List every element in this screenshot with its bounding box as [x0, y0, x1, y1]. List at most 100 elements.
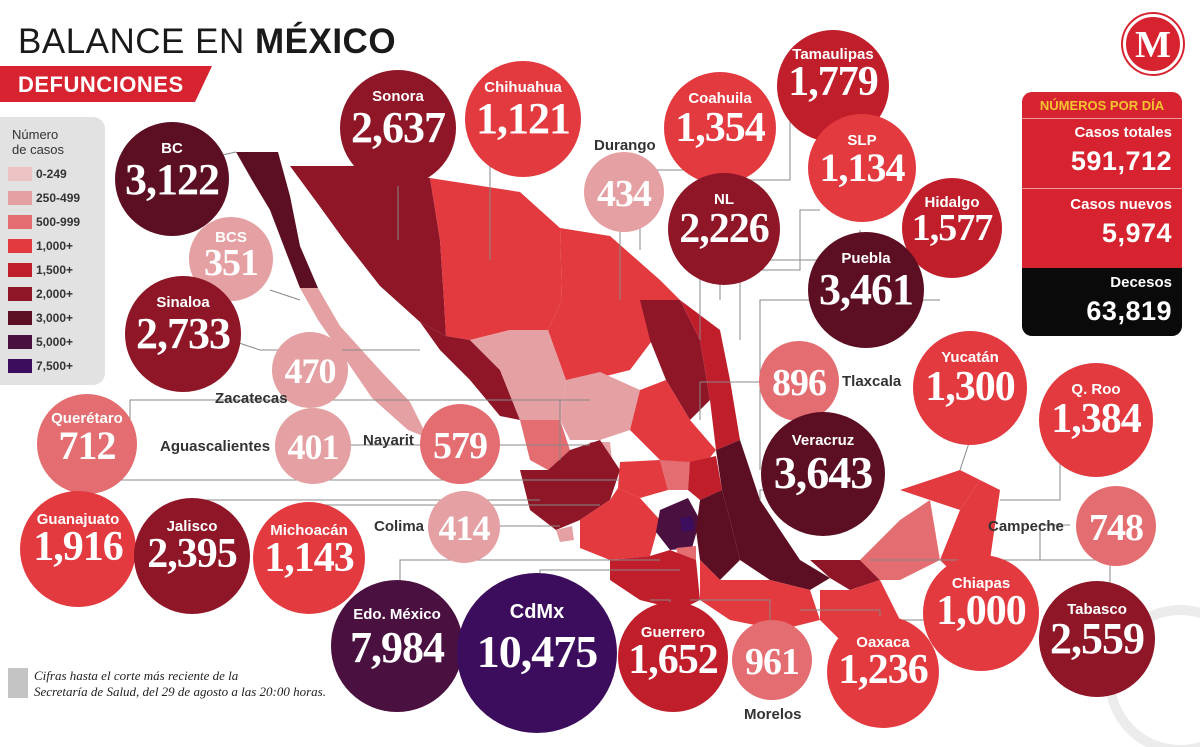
region-guanajuato: [618, 460, 668, 498]
region-jalisco: [520, 440, 620, 530]
state-name: Edo. México: [353, 606, 441, 623]
state-bubble-sinaloa: Sinaloa 2,733: [125, 276, 241, 392]
state-bubble-slp: SLP 1,134: [808, 114, 916, 222]
stats-top: [1022, 92, 1182, 268]
legend-title-line1: Número: [12, 127, 59, 142]
state-name: Querétaro: [51, 410, 123, 427]
state-value: 2,637: [351, 103, 446, 152]
legend-label: 2,000+: [36, 287, 74, 301]
state-value: 1,000: [936, 588, 1027, 634]
footnote-line2: Secretaría de Salud, del 29 de agosto a …: [34, 684, 326, 699]
state-bubble-yucatan: Yucatán 1,300: [913, 331, 1027, 445]
label-campeche: Campeche: [988, 518, 1064, 535]
legend-swatch: [8, 263, 32, 277]
state-name: Guanajuato: [36, 511, 120, 528]
state-bubble-colima: 414: [428, 491, 500, 563]
state-value: 351: [204, 242, 259, 284]
region-slp: [630, 380, 716, 470]
legend-swatch: [8, 215, 32, 229]
legend-item: 5,000+: [8, 333, 73, 351]
label-colima: Colima: [374, 518, 425, 535]
subtitle: DEFUNCIONES: [18, 72, 184, 97]
region-coahuila: [548, 228, 680, 380]
state-bubble-chiapas: Chiapas 1,000: [923, 555, 1039, 671]
daily-stats-panel: NÚMEROS POR DÍA Casos totales 591,712 Ca…: [1022, 92, 1182, 336]
state-bubble-cdmx: CdMx 10,475: [457, 573, 617, 733]
legend-item: 500-999: [8, 213, 80, 231]
state-value: 470: [284, 351, 337, 391]
total-cases-label: Casos totales: [1074, 124, 1172, 141]
region-queretaro: [660, 460, 690, 490]
label-zacatecas: Zacatecas: [215, 390, 288, 407]
state-bubble-durango: 434: [584, 152, 664, 232]
legend-title: Número de casos: [12, 127, 64, 157]
state-value: 401: [287, 427, 340, 467]
state-value: 748: [1089, 507, 1144, 549]
state-bubble-morelos: 961: [732, 620, 812, 700]
state-name: Coahuila: [688, 90, 752, 107]
state-bubble-nl: NL 2,226: [668, 173, 780, 285]
stats-bottom: [1022, 268, 1182, 336]
footnote-line1: Cifras hasta el corte más reciente de la: [34, 668, 239, 683]
legend-swatch: [8, 191, 32, 205]
state-name: Chihuahua: [484, 79, 562, 96]
state-bubble-edomex: Edo. México 7,984: [331, 580, 463, 712]
region-michoacan: [580, 488, 660, 560]
state-value: 1,300: [925, 364, 1016, 410]
region-zacatecas: [560, 372, 640, 440]
state-value: 1,134: [819, 145, 906, 190]
region-veracruz: [716, 440, 830, 590]
state-bubble-bcs: BCS 351: [189, 217, 273, 301]
region-edomex: [656, 498, 700, 550]
legend: Número de casos 0-249 250-499 500-999 1,000…: [0, 117, 105, 385]
region-campeche: [860, 500, 940, 580]
state-name: Veracruz: [791, 432, 855, 449]
state-name: Sonora: [372, 88, 424, 105]
legend-swatch: [8, 167, 32, 181]
legend-item: 1,000+: [8, 237, 73, 255]
state-value: 3,461: [819, 265, 914, 314]
legend-item: 1,500+: [8, 261, 73, 279]
region-nl: [640, 300, 710, 420]
state-name: Sinaloa: [156, 294, 210, 311]
subtitle-bar: [0, 66, 212, 102]
state-name: Chiapas: [951, 575, 1011, 592]
state-value: 1,236: [838, 647, 929, 693]
new-cases-label: Casos nuevos: [1070, 196, 1172, 213]
state-value: 2,395: [147, 531, 238, 577]
state-value: 1,121: [476, 94, 571, 143]
state-value: 2,226: [679, 206, 770, 252]
state-name: CdMx: [509, 601, 565, 623]
state-name: Tamaulipas: [792, 46, 874, 63]
state-bubble-bc: BC 3,122: [115, 122, 229, 236]
deaths-value: 63,819: [1086, 296, 1172, 326]
legend-title-line2: de casos: [12, 142, 65, 157]
legend-swatch: [8, 287, 32, 301]
state-value: 2,733: [136, 309, 231, 358]
new-cases-value: 5,974: [1101, 218, 1172, 248]
region-cdmx: [680, 516, 694, 532]
title-light: BALANCE EN: [18, 22, 255, 61]
state-value: 7,984: [350, 623, 445, 672]
state-value: 1,652: [628, 637, 719, 683]
region-puebla: [696, 490, 740, 580]
legend-item: 7,500+: [8, 357, 73, 375]
state-value: 3,122: [125, 155, 220, 204]
state-value: 579: [433, 425, 488, 467]
state-name: Puebla: [841, 250, 891, 267]
region-oaxaca: [700, 560, 820, 630]
footnote: Cifras hasta el corte más reciente de la…: [34, 668, 364, 700]
state-bubble-tabasco: Tabasco 2,559: [1039, 581, 1155, 697]
title-bold: MÉXICO: [254, 22, 397, 61]
label-durango: Durango: [594, 137, 656, 154]
state-name: Yucatán: [941, 349, 999, 366]
label-aguascalientes: Aguascalientes: [160, 438, 271, 455]
state-name: NL: [714, 191, 734, 208]
state-name: Guerrero: [640, 624, 706, 641]
state-name: BC: [161, 140, 183, 157]
legend-swatch: [8, 335, 32, 349]
legend-label: 3,000+: [36, 311, 74, 325]
legend-item: 2,000+: [8, 285, 73, 303]
state-bubble-puebla: Puebla 3,461: [808, 232, 924, 348]
